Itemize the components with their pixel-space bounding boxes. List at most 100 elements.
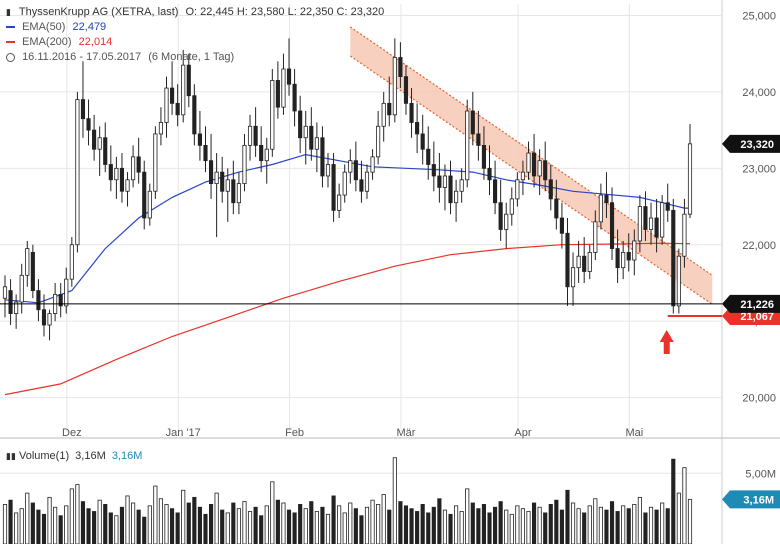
- volume-bar: [131, 502, 136, 544]
- ema200-label: EMA(200): [22, 36, 72, 48]
- volume-bar: [264, 505, 269, 544]
- volume-bar: [119, 506, 125, 544]
- volume-bar: [481, 504, 487, 544]
- volume-bar: [175, 512, 180, 544]
- candle: [531, 133, 537, 188]
- month-label: Apr: [514, 427, 531, 439]
- candle: [687, 123, 693, 218]
- candle: [381, 91, 386, 142]
- candle-body: [437, 175, 442, 188]
- candle-body: [214, 171, 219, 185]
- volume-bar: [665, 508, 670, 544]
- candle: [97, 126, 102, 176]
- volume-bar: [14, 512, 19, 544]
- volume-bar: [114, 515, 119, 544]
- candle: [264, 137, 269, 184]
- ema50-path: [4, 153, 690, 304]
- ohlc-values: O: 22,445 H: 23,580 L: 22,350 C: 23,320: [185, 6, 385, 18]
- candle: [75, 91, 80, 253]
- candle-body: [136, 156, 141, 173]
- candle-body: [69, 244, 74, 280]
- candle-body: [131, 156, 136, 181]
- candle: [220, 156, 225, 203]
- candle-body: [459, 179, 464, 192]
- candle: [192, 84, 197, 146]
- candle-body: [559, 217, 564, 234]
- candle: [125, 172, 130, 207]
- candle: [181, 49, 186, 123]
- price-levels: [0, 303, 722, 355]
- bar-chart-icon: ▮▮: [6, 451, 16, 461]
- volume-bar: [8, 499, 13, 544]
- candle-body: [264, 148, 269, 162]
- candle: [632, 229, 637, 276]
- volume-bar: [309, 501, 314, 544]
- volume-value: 3,16M: [75, 450, 106, 462]
- candle: [147, 183, 152, 226]
- volume-bar: [147, 505, 152, 544]
- candle: [8, 279, 13, 325]
- volume-bar: [353, 508, 358, 544]
- price-tick-label: 23,000: [742, 163, 776, 175]
- volume-bar: [186, 502, 191, 544]
- candle-body: [476, 133, 481, 146]
- candle-body: [554, 198, 559, 219]
- candle: [30, 244, 35, 299]
- candle-body: [142, 171, 147, 219]
- candle-body: [498, 202, 503, 230]
- ema200-path: [4, 242, 691, 396]
- support-badge-shape: [722, 294, 780, 313]
- candle: [153, 126, 158, 199]
- volume-bar: [593, 498, 598, 544]
- candle: [275, 61, 280, 119]
- candle-body: [58, 294, 63, 307]
- candle-body: [593, 221, 598, 253]
- candle: [403, 65, 409, 115]
- candle-body: [331, 164, 336, 211]
- volume-bar: [420, 504, 425, 544]
- volume-bar: [75, 484, 80, 544]
- candle: [348, 149, 353, 184]
- candle: [554, 179, 559, 230]
- candle-body: [309, 125, 314, 150]
- candle-body: [381, 102, 386, 127]
- candle: [498, 179, 503, 241]
- candle: [247, 114, 253, 161]
- candle-body: [660, 202, 665, 238]
- volume-bar: [426, 512, 431, 544]
- volume-bar: [53, 506, 58, 544]
- candle-body: [275, 80, 280, 108]
- candle-body: [247, 125, 253, 146]
- candle-body: [570, 267, 576, 288]
- candle: [314, 122, 319, 173]
- volume-bar: [476, 508, 481, 544]
- candle: [376, 111, 381, 165]
- month-label: Mär: [396, 427, 415, 439]
- candle-body: [676, 255, 681, 307]
- volume-bar: [654, 509, 659, 544]
- volume-bar: [314, 511, 319, 544]
- candle-body: [632, 240, 637, 261]
- volume-axis: 5,00M 3,16M: [722, 468, 780, 509]
- candle-body: [14, 301, 19, 314]
- channel-lower-edge: [349, 55, 713, 305]
- ema50-swatch: [6, 26, 15, 29]
- candle: [108, 145, 113, 192]
- candle: [576, 240, 581, 283]
- candle-body: [292, 83, 297, 112]
- volume-bar: [671, 458, 676, 544]
- volume-bar: [381, 494, 386, 544]
- candle-body: [543, 160, 548, 181]
- candle-body: [420, 133, 425, 150]
- candle: [526, 141, 531, 180]
- candle: [548, 164, 553, 211]
- candle: [626, 233, 631, 272]
- candle: [142, 160, 147, 230]
- ema50-line: [4, 153, 690, 304]
- candle-body: [353, 160, 358, 181]
- candle-body: [80, 99, 86, 120]
- volume-bar: [587, 505, 592, 544]
- volume-bar: [136, 509, 141, 544]
- candle-body: [687, 143, 693, 215]
- candle-body: [164, 87, 169, 123]
